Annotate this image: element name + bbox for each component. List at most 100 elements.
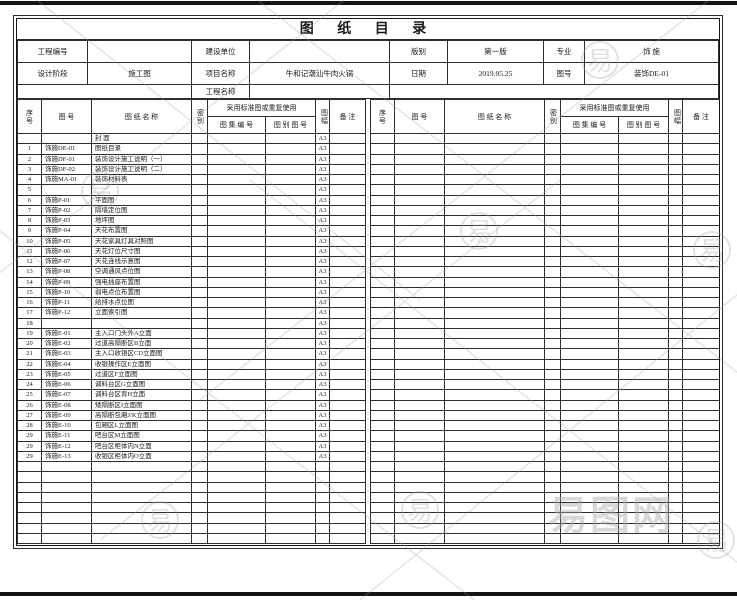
drawing-frame-outer: 图 纸 目 录 工程编号 建设单位 版别 第一版 专业 饰 施 设计阶段 施工图…	[13, 15, 723, 549]
catalog-row	[17, 481, 366, 493]
catalog-row: 4 饰施MA-01 装饰材料表 A3	[17, 173, 366, 186]
catalog-cell-secrecy	[191, 266, 208, 278]
catalog-row: 23 饰施E-05 过道区F立面图 A3	[17, 368, 366, 381]
engineering-name-value	[249, 84, 390, 99]
title-block-row-3: 工程名称	[17, 84, 719, 99]
catalog-cell-cat	[618, 378, 669, 391]
catalog-cell-note	[682, 399, 719, 411]
catalog-cell-secrecy	[544, 481, 561, 493]
catalog-cell-atlas	[560, 173, 619, 186]
catalog-cell-size	[668, 132, 683, 145]
catalog-cell-dwg: 饰施E-09	[41, 409, 92, 422]
catalog-cell-dwg	[394, 194, 445, 206]
catalog-cell-cat	[618, 153, 669, 165]
catalog-cell-atlas	[207, 450, 266, 463]
catalog-cell-no: 26	[17, 399, 42, 411]
catalog-cell-atlas	[560, 368, 619, 381]
catalog-cell-note	[682, 266, 719, 278]
catalog-cell-name	[91, 460, 192, 473]
catalog-cell-name	[444, 317, 545, 329]
catalog-cell-no	[370, 214, 395, 227]
catalog-row	[370, 501, 719, 514]
catalog-cell-note	[329, 235, 366, 247]
catalog-cell-dwg	[394, 440, 445, 452]
catalog-cell-dwg	[394, 378, 445, 391]
catalog-cell-no: 1	[17, 143, 42, 155]
title-block-table: 工程编号 建设单位 版别 第一版 专业 饰 施 设计阶段 施工图 项目名称 牛和…	[17, 40, 719, 99]
catalog-cell-secrecy	[544, 163, 561, 176]
catalog-cell-dwg	[394, 143, 445, 155]
catalog-cell-size	[668, 389, 683, 401]
catalog-cell-note	[682, 450, 719, 463]
catalog-row	[370, 348, 719, 360]
catalog-cell-note	[329, 214, 366, 227]
catalog-row	[370, 163, 719, 176]
catalog-cell-note	[329, 399, 366, 411]
catalog-cell-atlas	[560, 512, 619, 524]
catalog-cell-note	[682, 358, 719, 370]
catalog-cell-name: 装饰设计施工说明（一）	[91, 153, 192, 165]
title-block-empty-cell-right	[389, 84, 719, 99]
catalog-cell-name	[444, 296, 545, 309]
catalog-row	[17, 471, 366, 483]
catalog-cell-no: 8	[17, 214, 42, 227]
catalog-cell-dwg	[394, 348, 445, 360]
catalog-cell-name: 图纸目录	[91, 143, 192, 155]
catalog-cell-no: 4	[17, 173, 42, 186]
catalog-row: 5 A3	[17, 184, 366, 196]
catalog-cell-size: A3	[315, 255, 330, 268]
catalog-cell-size: A3	[315, 348, 330, 360]
catalog-cell-dwg	[394, 501, 445, 514]
catalog-cell-size	[668, 204, 683, 217]
catalog-cell-name	[91, 501, 192, 514]
catalog-cell-atlas	[560, 471, 619, 483]
catalog-cell-no: 15	[17, 286, 42, 299]
catalog-cell-secrecy	[544, 266, 561, 278]
catalog-cell-name	[444, 276, 545, 288]
catalog-cell-cat	[265, 163, 316, 176]
col-header-serial: 序号	[17, 99, 42, 134]
catalog-cell-dwg	[394, 481, 445, 493]
catalog-cell-no	[370, 173, 395, 186]
catalog-cell-size: A3	[315, 214, 330, 227]
catalog-cell-cat	[265, 358, 316, 370]
catalog-cell-cat	[618, 143, 669, 155]
catalog-cell-atlas	[207, 245, 266, 258]
catalog-cell-size	[668, 266, 683, 278]
catalog-row: 6 饰施P-01 平面图 A3	[17, 194, 366, 206]
catalog-cell-no: 23	[17, 368, 42, 381]
catalog-cell-atlas	[560, 143, 619, 155]
catalog-cell-name: 空调通风点位图	[91, 266, 192, 278]
catalog-cell-no: 29	[17, 450, 42, 463]
catalog-cell-name	[444, 132, 545, 145]
catalog-cell-dwg	[394, 317, 445, 329]
catalog-cell-atlas	[560, 245, 619, 258]
catalog-cell-size: A3	[315, 296, 330, 309]
catalog-cell-name: 调料台区背H立面	[91, 389, 192, 401]
catalog-cell-name: 收银区柜体内O立面	[91, 450, 192, 463]
project-no-label: 工程编号	[17, 40, 88, 63]
catalog-cell-name	[91, 481, 192, 493]
catalog-cell-name	[444, 368, 545, 381]
catalog-cell-dwg	[394, 409, 445, 422]
catalog-cell-cat	[265, 389, 316, 401]
catalog-cell-secrecy	[544, 512, 561, 524]
catalog-cell-size	[668, 225, 683, 237]
catalog-cell-atlas	[207, 337, 266, 350]
catalog-cell-name	[444, 389, 545, 401]
catalog-cell-cat	[265, 214, 316, 227]
catalog-row	[17, 491, 366, 504]
catalog-row	[370, 173, 719, 186]
catalog-cell-dwg: 饰施E-10	[41, 419, 92, 432]
catalog-cell-size	[315, 460, 330, 473]
catalog-cell-secrecy	[191, 153, 208, 165]
catalog-row	[17, 522, 366, 534]
catalog-cell-secrecy	[191, 194, 208, 206]
catalog-cell-note	[682, 409, 719, 422]
catalog-cell-secrecy	[191, 204, 208, 217]
catalog-cell-size	[668, 296, 683, 309]
catalog-cell-note	[329, 378, 366, 391]
catalog-cell-cat	[618, 163, 669, 176]
catalog-cell-name	[444, 532, 545, 545]
catalog-cell-note	[682, 501, 719, 514]
